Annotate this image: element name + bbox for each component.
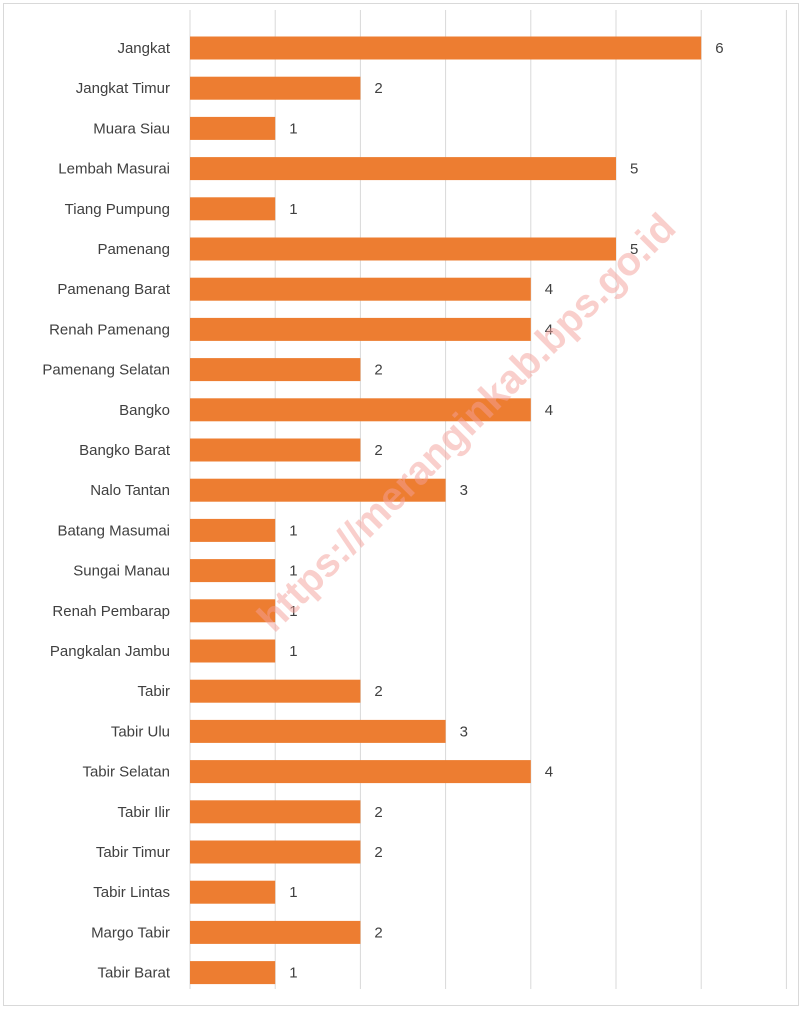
bar	[190, 920, 361, 944]
bar	[190, 559, 276, 583]
category-label: Muara Siau	[93, 120, 170, 137]
data-label: 2	[374, 362, 382, 379]
category-label: Pangkalan Jambu	[50, 643, 170, 660]
data-label: 3	[460, 482, 468, 499]
bar	[190, 358, 361, 382]
category-label: Renah Pembarap	[52, 603, 170, 620]
bar	[190, 719, 446, 743]
category-label: Renah Pamenang	[49, 321, 170, 338]
data-label: 1	[289, 643, 297, 660]
data-label: 2	[374, 804, 382, 821]
data-label: 1	[289, 522, 297, 539]
category-labels: Jangkat Jangkat Timur Muara Siau Lembah Mas…	[42, 40, 170, 982]
category-label: Tabir Timur	[96, 844, 170, 861]
bar	[190, 840, 361, 864]
bar	[190, 880, 276, 904]
category-label: Tabir Ulu	[111, 723, 170, 740]
bars	[190, 36, 702, 985]
data-label: 3	[460, 723, 468, 740]
bar	[190, 398, 531, 422]
chart-area: Jangkat Jangkat Timur Muara Siau Lembah Mas…	[3, 3, 799, 1006]
category-label: Batang Masumai	[57, 522, 170, 539]
data-label: 1	[289, 884, 297, 901]
category-label: Pamenang Selatan	[42, 362, 170, 379]
category-label: Tabir Ilir	[117, 804, 170, 821]
bar	[190, 800, 361, 824]
category-label: Bangko	[119, 402, 170, 419]
data-label: 5	[630, 161, 638, 178]
data-label: 6	[715, 40, 723, 57]
bar	[190, 157, 616, 181]
category-label: Bangko Barat	[79, 442, 171, 459]
category-label: Lembah Masurai	[58, 161, 170, 178]
data-label: 2	[374, 442, 382, 459]
bar	[190, 317, 531, 341]
category-label: Jangkat Timur	[76, 80, 170, 97]
bar	[190, 760, 531, 784]
bar	[190, 639, 276, 663]
category-label: Margo Tabir	[91, 924, 170, 941]
bar	[190, 518, 276, 542]
data-label: 4	[545, 321, 553, 338]
category-label: Tabir	[137, 683, 170, 700]
bar	[190, 277, 531, 301]
data-label: 2	[374, 80, 382, 97]
data-label: 1	[289, 563, 297, 580]
category-label: Sungai Manau	[73, 563, 170, 580]
category-label: Pamenang Barat	[57, 281, 170, 298]
category-label: Jangkat	[117, 40, 170, 57]
category-label: Tabir Barat	[97, 965, 170, 982]
category-label: Tabir Lintas	[93, 884, 170, 901]
bar	[190, 961, 276, 985]
data-label: 4	[545, 764, 553, 781]
bar	[190, 116, 276, 140]
category-label: Tabir Selatan	[82, 764, 170, 781]
watermark-text: https://meranginkab.bps.go.id	[249, 205, 684, 640]
category-label: Pamenang	[97, 241, 170, 258]
bar	[190, 679, 361, 703]
bar	[190, 237, 616, 261]
data-labels: 6 2 1 5 1 5 4 4 2 4 2 3 1 1 1 1 2 3 4 2 2 1 2 1	[289, 40, 723, 982]
bar	[190, 438, 361, 462]
bar	[190, 197, 276, 221]
bar-chart: Jangkat Jangkat Timur Muara Siau Lembah Mas…	[42, 10, 787, 989]
data-label: 5	[630, 241, 638, 258]
bar	[190, 36, 702, 60]
bar	[190, 599, 276, 623]
data-label: 4	[545, 402, 553, 419]
data-label: 1	[289, 603, 297, 620]
category-label: Nalo Tantan	[90, 482, 170, 499]
data-label: 2	[374, 683, 382, 700]
data-label: 1	[289, 965, 297, 982]
data-label: 2	[374, 924, 382, 941]
bar	[190, 76, 361, 100]
category-label: Tiang Pumpung	[65, 201, 170, 218]
data-label: 2	[374, 844, 382, 861]
bar	[190, 478, 446, 502]
data-label: 1	[289, 120, 297, 137]
data-label: 1	[289, 201, 297, 218]
data-label: 4	[545, 281, 553, 298]
